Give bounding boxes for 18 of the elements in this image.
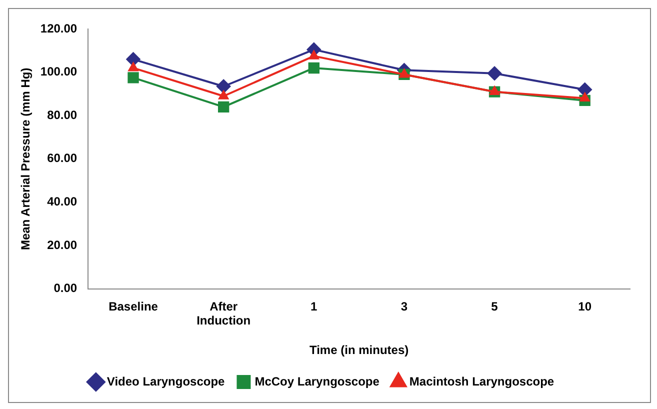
y-tick-label: 100.00 [40, 64, 78, 79]
x-tick-label: Baseline [108, 299, 158, 314]
y-tick-label: 120.00 [40, 21, 78, 36]
y-tick-label: 20.00 [47, 238, 78, 252]
y-tick-label: 60.00 [47, 151, 78, 166]
y-tick-label: 80.00 [47, 108, 78, 122]
x-tick-label: 5 [491, 299, 498, 314]
x-axis-title: Time (in minutes) [309, 343, 409, 358]
x-tick-label: 10 [578, 299, 592, 314]
x-tick-label: 1 [310, 299, 318, 314]
y-tick-label: 40.00 [47, 194, 78, 209]
y-axis-title: Mean Arterial Pressure (mm Hg) [18, 68, 33, 250]
x-tick-label: 3 [400, 299, 408, 314]
legend-label: Video Laryngoscope [106, 374, 226, 388]
legend-label: McCoy Laryngoscope [254, 374, 380, 388]
x-tick-label: After Induction [196, 299, 251, 328]
legend-label: Macintosh Laryngoscope [409, 374, 554, 388]
y-tick-label: 0.00 [54, 281, 78, 296]
